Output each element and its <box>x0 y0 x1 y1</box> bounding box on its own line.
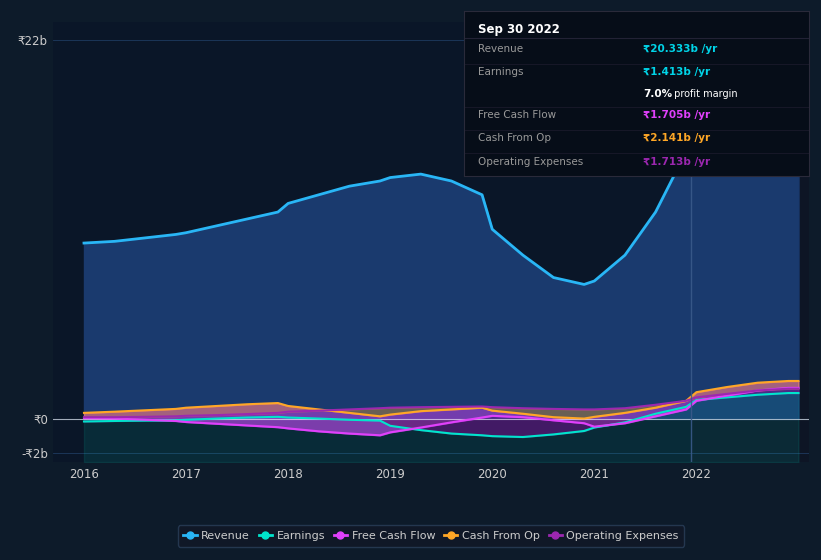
Bar <box>691 22 809 462</box>
Text: ₹2.141b /yr: ₹2.141b /yr <box>643 133 710 143</box>
Text: Cash From Op: Cash From Op <box>478 133 551 143</box>
Text: ₹1.413b /yr: ₹1.413b /yr <box>643 67 710 77</box>
Text: Free Cash Flow: Free Cash Flow <box>478 110 556 120</box>
Text: ₹20.333b /yr: ₹20.333b /yr <box>643 44 718 54</box>
Text: ₹1.713b /yr: ₹1.713b /yr <box>643 157 710 166</box>
Text: Operating Expenses: Operating Expenses <box>478 157 583 166</box>
Text: profit margin: profit margin <box>671 89 737 99</box>
Text: 7.0%: 7.0% <box>643 89 672 99</box>
Legend: Revenue, Earnings, Free Cash Flow, Cash From Op, Operating Expenses: Revenue, Earnings, Free Cash Flow, Cash … <box>177 525 685 547</box>
Text: Earnings: Earnings <box>478 67 523 77</box>
Text: Sep 30 2022: Sep 30 2022 <box>478 23 560 36</box>
Text: Revenue: Revenue <box>478 44 523 54</box>
Text: ₹1.705b /yr: ₹1.705b /yr <box>643 110 710 120</box>
